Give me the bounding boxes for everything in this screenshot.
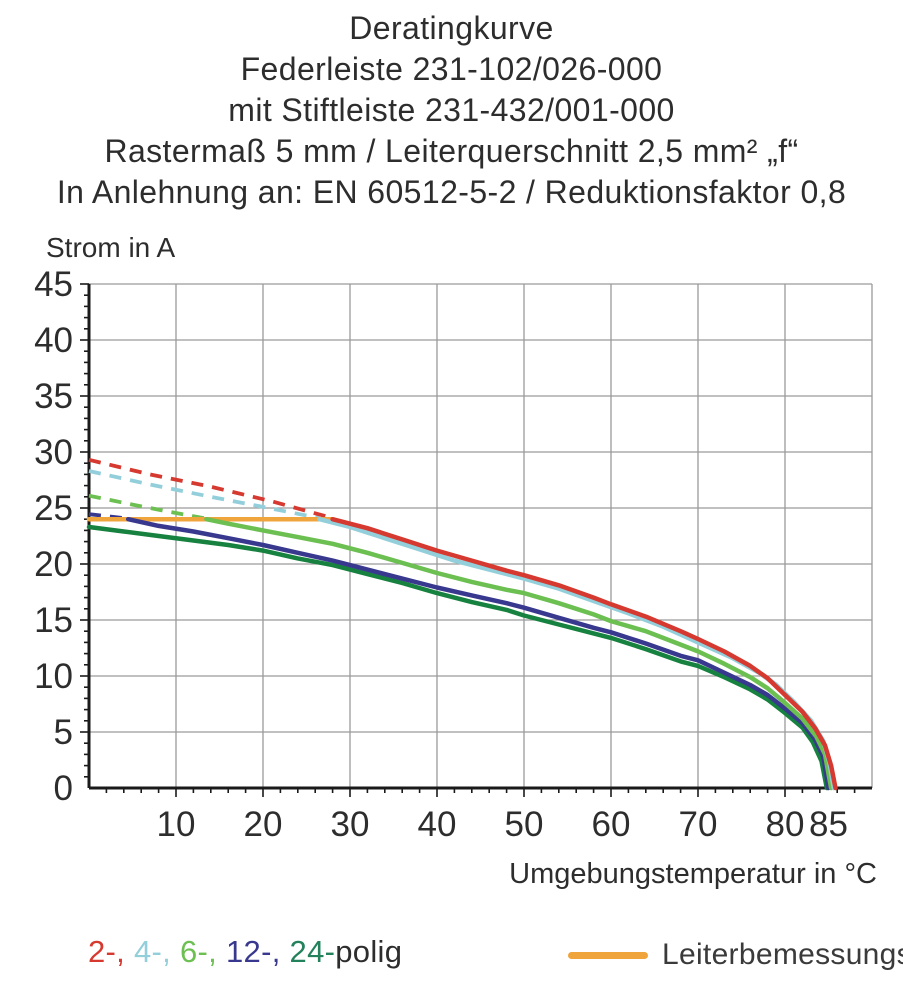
legend-pole-label: 4-, [134,934,180,969]
legend-rated-current: Leiterbemessungsstrom [568,930,903,980]
rated-current-swatch [568,951,648,959]
curve-2-polig-solid [330,516,838,791]
chart-title-block: Deratingkurve Federleiste 231-102/026-00… [0,8,903,213]
x-tick-label: 50 [505,805,544,844]
legend-poles-suffix: polig [335,934,403,969]
y-tick-label: 0 [54,769,73,808]
y-tick-label: 25 [34,489,73,528]
title-line-4: Rastermaß 5 mm / Leiterquerschnitt 2,5 m… [104,133,799,169]
legend-pole-label: 12-, [226,934,290,969]
rated-current-label: Leiterbemessungsstrom [662,938,903,971]
legend-pole-label: 2-, [88,934,134,969]
title-line-5: In Anlehnung an: EN 60512-5-2 / Reduktio… [56,174,847,210]
title-line-1: Deratingkurve [349,10,554,46]
curve-24-polig-solid [86,524,830,791]
x-tick-label: 30 [331,805,370,844]
curve-12-polig-solid [125,516,831,791]
legend-pole-label: 24- [289,934,336,969]
legend-poles: 2-, 4-, 6-, 12-, 24-polig [88,934,402,970]
y-tick-label: 45 [34,265,73,304]
x-tick-label: 60 [592,805,631,844]
y-axis-title: Strom in A [46,232,176,263]
x-tick-label: 85 [809,805,848,844]
x-tick-label: 20 [244,805,283,844]
y-tick-label: 30 [34,433,73,472]
title-line-3: mit Stiftleiste 231-432/001-000 [228,92,675,128]
x-tick-label: 70 [679,805,718,844]
y-tick-label: 5 [54,713,73,752]
title-line-2: Federleiste 231-102/026-000 [240,51,663,87]
curve-4-polig-dashed [88,469,320,520]
x-tick-label: 10 [157,805,196,844]
curve-6-polig-dashed [88,493,207,521]
y-tick-label: 40 [34,321,73,360]
x-axis-title: Umgebungstemperatur in °C [509,858,877,890]
curve-6-polig-solid [204,516,834,791]
legend-pole-label: 6-, [180,934,226,969]
y-tick-label: 10 [34,657,73,696]
x-tick-label: 80 [766,805,805,844]
y-tick-label: 35 [34,377,73,416]
y-tick-label: 15 [34,601,73,640]
y-tick-label: 20 [34,545,73,584]
legend-row: 2-, 4-, 6-, 12-, 24-polig Leiterbemessun… [0,930,903,980]
curve-2-polig-dashed [88,457,334,520]
x-tick-label: 40 [418,805,457,844]
